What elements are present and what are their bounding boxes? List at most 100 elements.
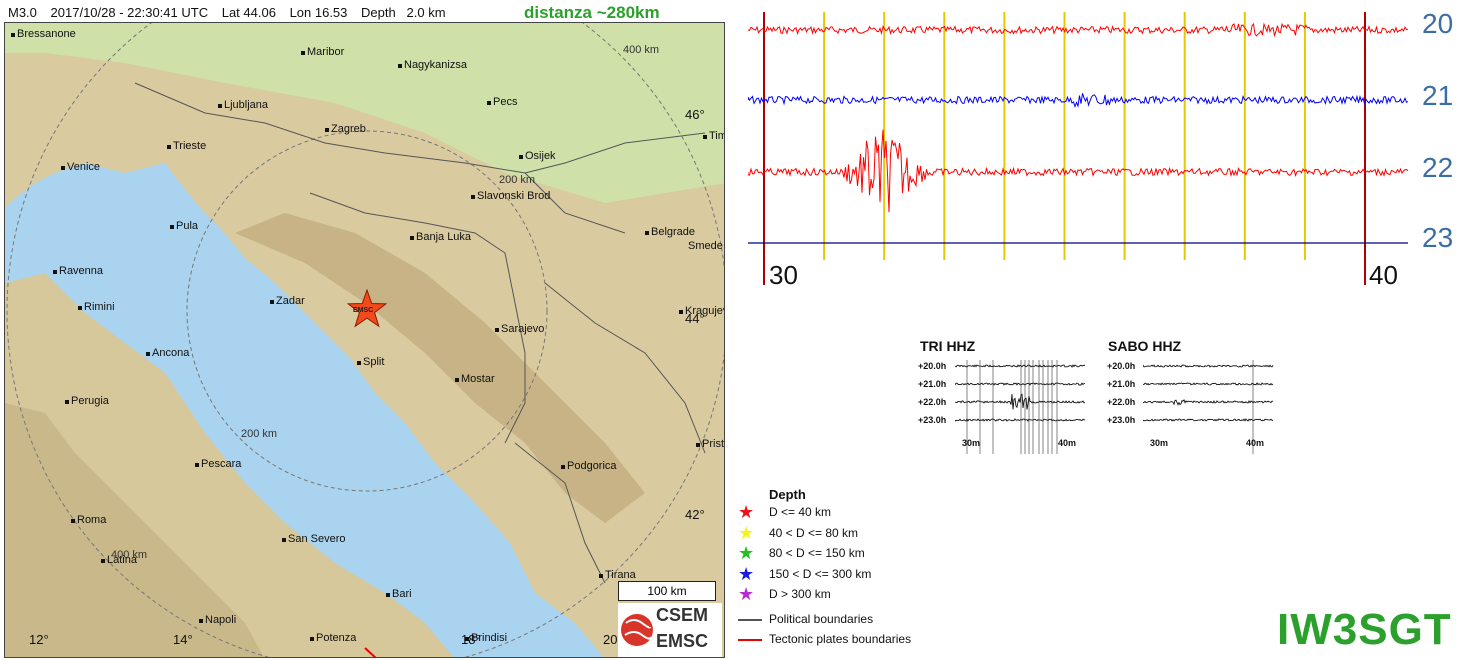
map-legend: Depth ★ D <= 40 km ★ 40 < D <= 80 km ★ 80 <…	[738, 487, 911, 650]
lon-12-label: 12°	[29, 632, 49, 647]
ring-400km-label: 400 km	[623, 44, 660, 56]
helicorder-trace	[955, 418, 1085, 422]
legend-depth-label: D > 300 km	[769, 587, 831, 601]
city-split: Split	[356, 356, 385, 368]
star-icon: ★	[738, 584, 755, 604]
legend-depth-item: ★ 40 < D <= 80 km	[738, 523, 911, 544]
star-icon: ★	[738, 563, 755, 584]
helicorder-trace	[955, 364, 1086, 368]
hour-label-21: 21	[1422, 80, 1454, 111]
legend-political-label: Political boundaries	[769, 611, 874, 626]
sabo-helicorder	[1143, 360, 1274, 454]
legend-depth-item: ★ 150 < D <= 300 km	[738, 564, 911, 585]
legend-tectonic-item: Tectonic plates boundaries	[738, 629, 911, 650]
emsc-globe-icon	[621, 614, 653, 646]
lat-42-label: 42°	[685, 507, 705, 522]
city-pristina: Prist	[696, 438, 724, 450]
tri-tick-30m: 30m	[962, 438, 981, 448]
helicorder-trace	[1143, 382, 1274, 386]
legend-depth-item: ★ D > 300 km	[738, 584, 911, 605]
city-zadar: Zadar	[270, 295, 305, 307]
sabo-row-label: +21.0h	[1107, 379, 1136, 389]
seismogram-traces	[748, 22, 1409, 244]
helicorder-trace	[955, 382, 1086, 386]
distance-note: distanza ~280km	[524, 3, 660, 22]
ring-200km-label-sw: 200 km	[241, 428, 278, 440]
ring-200km-label-ne: 200 km	[499, 174, 536, 186]
lon-20-label: 20	[603, 632, 618, 647]
city-podgorica: Podgorica	[561, 460, 617, 472]
city-banja-luka: Banja Luka	[409, 231, 472, 243]
helicorder-trace	[1143, 364, 1274, 368]
star-icon: ★	[738, 502, 755, 522]
station-title-tri: TRI HHZ	[920, 338, 976, 354]
city-bari: Bari	[386, 588, 412, 600]
city-pecs: Pecs	[486, 96, 518, 108]
political-line-icon	[738, 618, 762, 621]
tri-helicorder	[955, 360, 1086, 454]
city-perugia: Perugia	[65, 395, 109, 407]
city-venice: Venice	[60, 161, 101, 173]
event-magnitude: M3.0	[8, 5, 37, 20]
city-pescara: Pescara	[194, 458, 242, 470]
city-timisoara: Tim	[703, 130, 724, 142]
city-brindisi: Brindisi	[464, 632, 508, 644]
hour-trace-20	[748, 22, 1409, 38]
city-potenza: Potenza	[309, 632, 357, 644]
city-latina: Latina	[101, 554, 137, 566]
city-belgrade: Belgrade	[644, 226, 696, 238]
sabo-row-label: +23.0h	[1107, 415, 1136, 425]
sabo-tick-40m: 40m	[1246, 438, 1265, 448]
event-lon: Lon 16.53	[289, 5, 348, 20]
lat-44-label: 44°	[685, 311, 705, 326]
logo-csem-text: CSEM	[656, 605, 709, 625]
logo-emsc-text: EMSC	[656, 631, 709, 651]
hour-label-22: 22	[1422, 152, 1454, 183]
epicenter-map[interactable]: EMSC Bressanone Maribor Nagykanizsa Ljub…	[4, 22, 725, 658]
city-slavonski-brod: Slavonski Brod	[470, 190, 551, 202]
legend-depth-label: 40 < D <= 80 km	[769, 525, 859, 540]
seismogram-minute-grid	[763, 12, 1366, 285]
sabo-tick-30m: 30m	[1150, 438, 1169, 448]
star-icon: ★	[738, 522, 755, 543]
ring-400km-label-sw: 400 km	[111, 549, 148, 561]
city-smederevo: Smede	[688, 240, 723, 252]
station-title-sabo: SABO HHZ	[1108, 338, 1182, 354]
hour-trace-22	[748, 129, 1409, 213]
city-napoli: Napoli	[198, 614, 237, 626]
epicenter-star-icon[interactable]	[347, 289, 387, 329]
city-maribor: Maribor	[300, 46, 345, 58]
city-mostar: Mostar	[455, 373, 495, 385]
city-nagykanizsa: Nagykanizsa	[398, 59, 467, 71]
helicorder-trace	[1143, 398, 1273, 406]
hour-label-23: 23	[1422, 222, 1454, 253]
city-ancona: Ancona	[145, 347, 190, 359]
legend-depth-item: ★ 80 < D <= 150 km	[738, 543, 911, 564]
legend-depth-item: ★ D <= 40 km	[738, 502, 911, 523]
tri-row-label: +23.0h	[918, 415, 947, 425]
hour-label-20: 20	[1422, 8, 1454, 39]
city-bressanone: Bressanone	[11, 28, 76, 40]
map-scale-bar: 100 km	[618, 581, 716, 601]
legend-depth-label: 80 < D <= 150 km	[769, 546, 865, 560]
city-san-severo: San Severo	[281, 533, 346, 545]
sabo-row-label: +22.0h	[1107, 397, 1136, 407]
sabo-row-label: +20.0h	[1107, 361, 1136, 371]
tri-row-label: +22.0h	[918, 397, 947, 407]
city-kragujevac: Kragujev	[678, 305, 724, 317]
helicorder-trace	[1143, 418, 1274, 422]
star-icon: ★	[738, 543, 755, 563]
city-ravenna: Ravenna	[52, 265, 104, 277]
station-signature: IW3SGT	[1277, 605, 1452, 654]
helicorder-trace	[955, 393, 1086, 410]
city-trieste: Trieste	[166, 140, 207, 152]
lon-14-label: 14°	[173, 632, 193, 647]
legend-depth-label: D <= 40 km	[769, 505, 832, 519]
tri-tick-40m: 40m	[1058, 438, 1077, 448]
city-roma: Roma	[70, 514, 107, 526]
event-depth: Depth 2.0 km	[361, 5, 446, 20]
event-lat: Lat 44.06	[221, 5, 276, 20]
city-rimini: Rimini	[78, 301, 115, 313]
lat-46-label: 46°	[685, 107, 705, 122]
city-sarajevo: Sarajevo	[494, 323, 545, 335]
